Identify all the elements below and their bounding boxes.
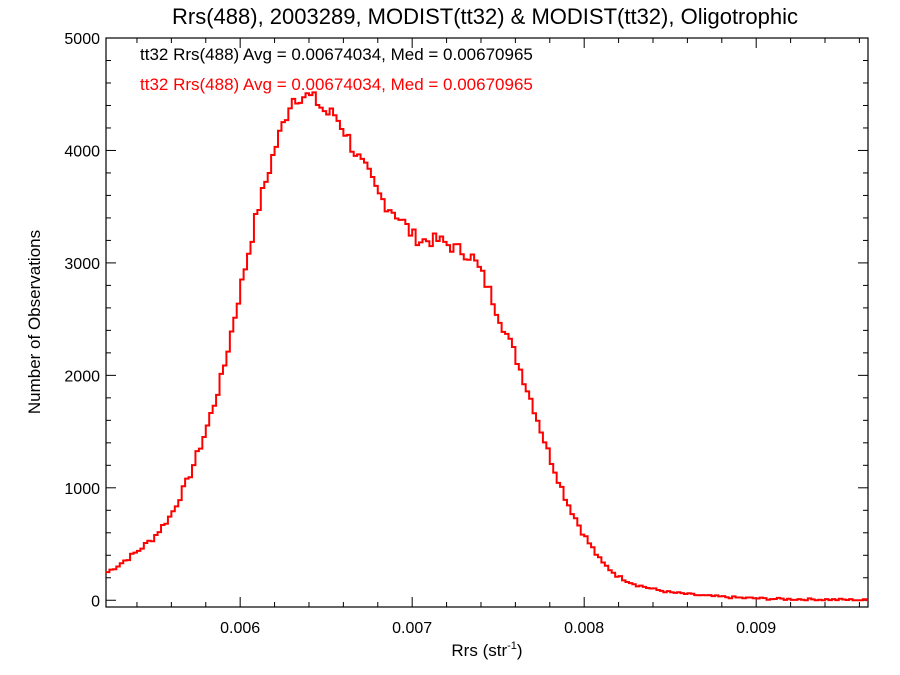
y-tick-label: 2000 [64,368,100,385]
y-axis-label: Number of Observations [25,230,44,414]
x-tick-label: 0.008 [564,620,604,637]
x-tick-label: 0.009 [736,620,776,637]
x-tick-label: 0.007 [392,620,432,637]
x-axis-label-sup: -1 [507,640,517,652]
y-tick-label: 0 [91,593,100,610]
y-ticks: 0 1000 2000 3000 4000 5000 [64,31,868,610]
y-tick-label: 5000 [64,31,100,48]
series-line [106,91,868,602]
y-tick-label: 3000 [64,256,100,273]
x-ticks: 0.006 0.007 0.008 0.009 [136,38,860,637]
x-axis-label-close: ) [517,641,523,660]
plot-frame [105,37,869,608]
y-tick-label: 4000 [64,143,100,160]
x-tick-label: 0.006 [220,620,260,637]
x-axis-label-main: Rrs (str [451,641,507,660]
x-axis-label: Rrs (str-1) [451,640,522,660]
annotation-black: tt32 Rrs(488) Avg = 0.00674034, Med = 0.… [140,45,533,64]
chart-title: Rrs(488), 2003289, MODIST(tt32) & MODIST… [172,4,798,29]
annotation-red: tt32 Rrs(488) Avg = 0.00674034, Med = 0.… [140,75,533,94]
y-tick-label: 1000 [64,481,100,498]
